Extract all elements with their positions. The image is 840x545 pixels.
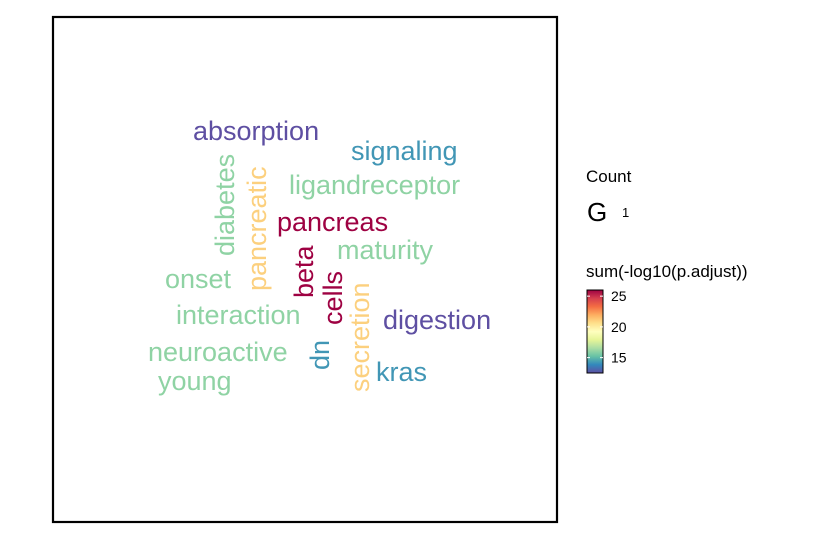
colorbar — [586, 289, 604, 374]
word-onset: onset — [165, 264, 232, 294]
word-interaction: interaction — [176, 300, 301, 330]
word-diabetes: diabetes — [210, 154, 240, 256]
legend-size-value: 1 — [622, 205, 629, 220]
word-dn: dn — [305, 340, 335, 370]
word-neuroactive: neuroactive — [148, 337, 288, 367]
legend-size-title: Count — [586, 167, 632, 186]
legend-size-glyph: G — [587, 197, 607, 227]
plot-panel — [51, 15, 559, 524]
word-signaling: signaling — [351, 136, 458, 166]
legend-color-title: sum(-log10(p.adjust)) — [586, 262, 748, 281]
word-kras: kras — [376, 357, 427, 387]
word-digestion: digestion — [383, 305, 491, 335]
colorbar-ticks: 25 20 15 — [587, 288, 627, 366]
colorbar-tick-label: 20 — [611, 319, 627, 335]
word-young: young — [158, 366, 232, 396]
word-cells: cells — [318, 271, 348, 325]
word-beta: beta — [289, 244, 319, 298]
word-pancreas: pancreas — [277, 207, 388, 237]
legend: Count G 1 sum(-log10(p.adjust)) 25 20 15 — [586, 167, 748, 374]
word-group: absorption signaling ligandreceptor diabete… — [148, 116, 491, 396]
colorbar-tick-label: 25 — [611, 288, 627, 304]
word-pancreatic: pancreatic — [242, 166, 272, 291]
word-ligandreceptor: ligandreceptor — [289, 170, 460, 200]
word-absorption: absorption — [193, 116, 319, 146]
colorbar-tick-label: 15 — [611, 350, 627, 366]
word-secretion: secretion — [345, 282, 375, 392]
word-maturity: maturity — [337, 235, 434, 265]
